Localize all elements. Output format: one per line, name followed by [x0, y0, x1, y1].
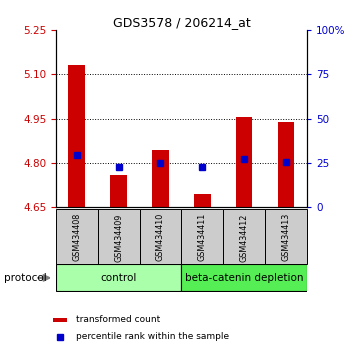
Text: GSM434412: GSM434412: [240, 213, 249, 262]
Text: transformed count: transformed count: [77, 315, 161, 324]
Title: GDS3578 / 206214_at: GDS3578 / 206214_at: [113, 16, 250, 29]
Bar: [265, 209, 307, 264]
Bar: [140, 209, 181, 264]
Bar: [236, 117, 252, 207]
Bar: [56, 264, 181, 291]
Text: GSM434410: GSM434410: [156, 213, 165, 262]
Text: percentile rank within the sample: percentile rank within the sample: [77, 332, 230, 341]
Text: control: control: [100, 273, 137, 283]
Bar: [223, 209, 265, 264]
Text: beta-catenin depletion: beta-catenin depletion: [185, 273, 303, 283]
Bar: [110, 175, 127, 207]
Bar: [69, 65, 85, 207]
Bar: [53, 318, 67, 322]
Bar: [278, 121, 294, 207]
Bar: [181, 264, 307, 291]
Bar: [56, 209, 98, 264]
Text: GSM434413: GSM434413: [282, 213, 291, 262]
Bar: [98, 209, 140, 264]
Bar: [181, 209, 223, 264]
Bar: [152, 150, 169, 207]
Text: GSM434411: GSM434411: [198, 213, 207, 262]
Bar: [194, 194, 211, 207]
Text: GSM434408: GSM434408: [72, 213, 81, 262]
Text: protocol: protocol: [4, 273, 46, 283]
Text: GSM434409: GSM434409: [114, 213, 123, 262]
